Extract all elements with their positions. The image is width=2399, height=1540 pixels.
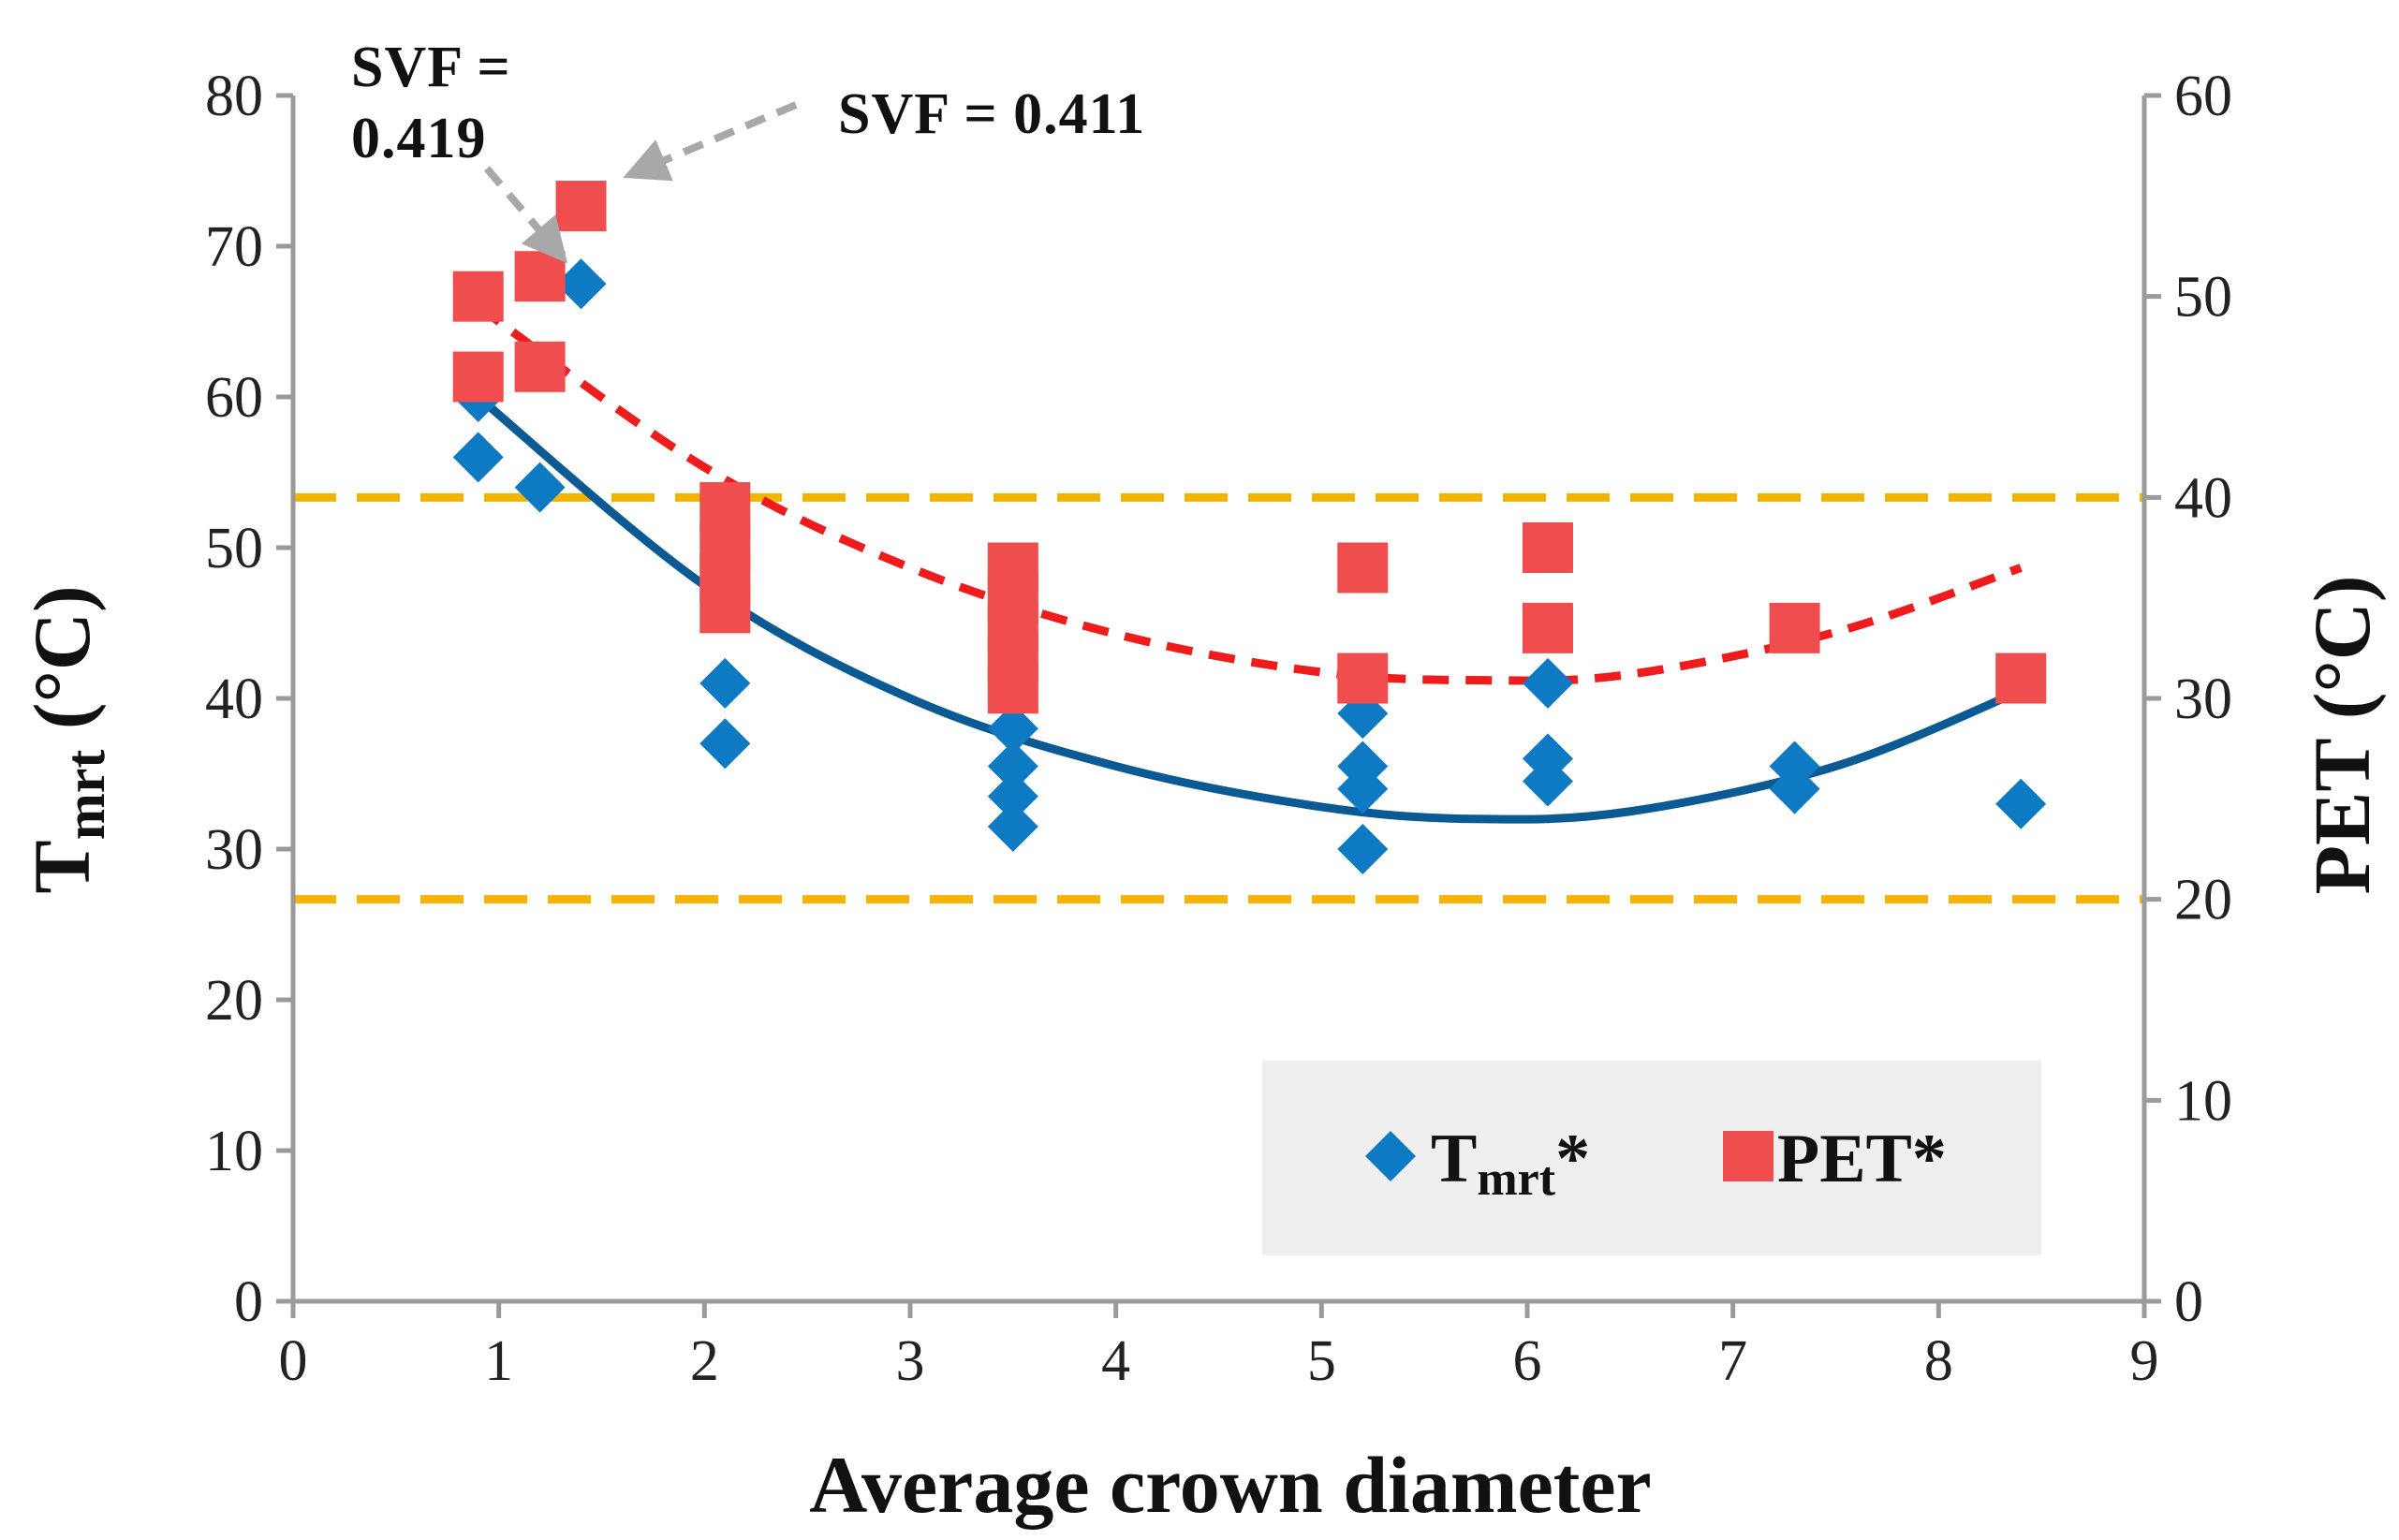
tmrt-point <box>1769 763 1820 814</box>
x-tick-label: 2 <box>690 1329 719 1393</box>
tmrt-point <box>699 657 751 709</box>
x-tick-label: 7 <box>1718 1329 1747 1393</box>
tmrt-point <box>987 770 1038 822</box>
tmrt-point <box>987 703 1038 755</box>
data-points <box>452 181 2047 874</box>
y-left-tick-label: 70 <box>205 215 263 279</box>
pet-point <box>452 351 504 403</box>
y-right-tick-label: 40 <box>2174 466 2232 530</box>
y-left-tick-label: 10 <box>205 1120 263 1183</box>
annotation-arrow-0419 <box>483 166 568 264</box>
y-right-tick-label: 30 <box>2174 667 2232 731</box>
tmrt-point <box>1337 824 1389 874</box>
annotation-svf-0411: SVF = 0.411 <box>838 82 1145 146</box>
tmrt-point <box>452 432 504 483</box>
pet-point <box>1337 542 1389 594</box>
annotation-svf-0419-line2: 0.419 <box>351 107 487 170</box>
tmrt-point <box>555 258 607 310</box>
y-left-tick-label: 60 <box>205 366 263 430</box>
y-right-tick-label: 0 <box>2174 1270 2203 1334</box>
pet-point <box>1995 653 2047 704</box>
x-tick-label: 8 <box>1924 1329 1953 1393</box>
x-tick-label: 1 <box>484 1329 513 1393</box>
y-left-tick-label: 20 <box>205 969 263 1033</box>
tmrt-point <box>987 741 1038 792</box>
tmrt-point <box>699 718 751 770</box>
y-left-tick-label: 50 <box>205 517 263 580</box>
annotation-svf-0419-line1: SVF = <box>351 36 511 99</box>
tmrt-point <box>514 462 566 513</box>
pet-point <box>699 582 751 634</box>
x-tick-label: 4 <box>1101 1329 1130 1393</box>
x-tick-label: 9 <box>2130 1329 2159 1393</box>
y-right-tick-label: 20 <box>2174 869 2232 932</box>
y-right-tick-label: 10 <box>2174 1069 2232 1133</box>
y-left-tick-label: 0 <box>234 1270 263 1334</box>
legend-pet-marker <box>1723 1131 1773 1181</box>
reference-lines <box>293 492 2144 904</box>
y-right-tick-label: 60 <box>2174 65 2232 128</box>
pet-point <box>1769 602 1820 653</box>
x-tick-label: 6 <box>1513 1329 1542 1393</box>
legend: Tmrt* PET* <box>1262 1061 2041 1255</box>
tmrt-point <box>1522 755 1573 807</box>
legend-tmrt-label: Tmrt* <box>1431 1121 1590 1206</box>
legend-pet-label: PET* <box>1777 1121 1947 1197</box>
legend-tmrt-marker <box>1365 1131 1416 1181</box>
tmrt-point <box>1995 778 2047 829</box>
pet-point <box>514 341 566 392</box>
y-right-axis-title: PET (°C) <box>2297 576 2387 895</box>
tmrt-point <box>1337 763 1389 814</box>
y-left-tick-label: 80 <box>205 65 263 128</box>
tmrt-point <box>987 800 1038 852</box>
x-tick-label: 5 <box>1307 1329 1336 1393</box>
pet-point <box>514 251 566 302</box>
pet-point <box>555 181 607 232</box>
axes: 0 10 20 30 40 50 60 70 80 0 10 20 30 40 50 60 0 1 2 3 4 5 6 7 8 9 <box>205 65 2232 1393</box>
pet-point <box>452 271 504 322</box>
y-left-tick-label: 30 <box>205 818 263 882</box>
x-tick-label: 3 <box>896 1329 925 1393</box>
pet-point <box>1522 602 1573 653</box>
pet-point <box>987 663 1038 714</box>
x-axis-title: Average crown diameter <box>809 1440 1651 1530</box>
y-right-tick-label: 50 <box>2174 266 2232 330</box>
tmrt-point <box>1522 657 1573 709</box>
pet-point <box>1522 522 1573 573</box>
y-left-tick-label: 40 <box>205 667 263 731</box>
annotation-arrow-0411 <box>623 101 798 182</box>
y-left-axis-title: Tmrt (°C) <box>17 585 116 893</box>
annotations: SVF = 0.419 SVF = 0.411 <box>351 36 1145 264</box>
pet-point <box>1337 653 1389 704</box>
x-tick-label: 0 <box>279 1329 308 1393</box>
